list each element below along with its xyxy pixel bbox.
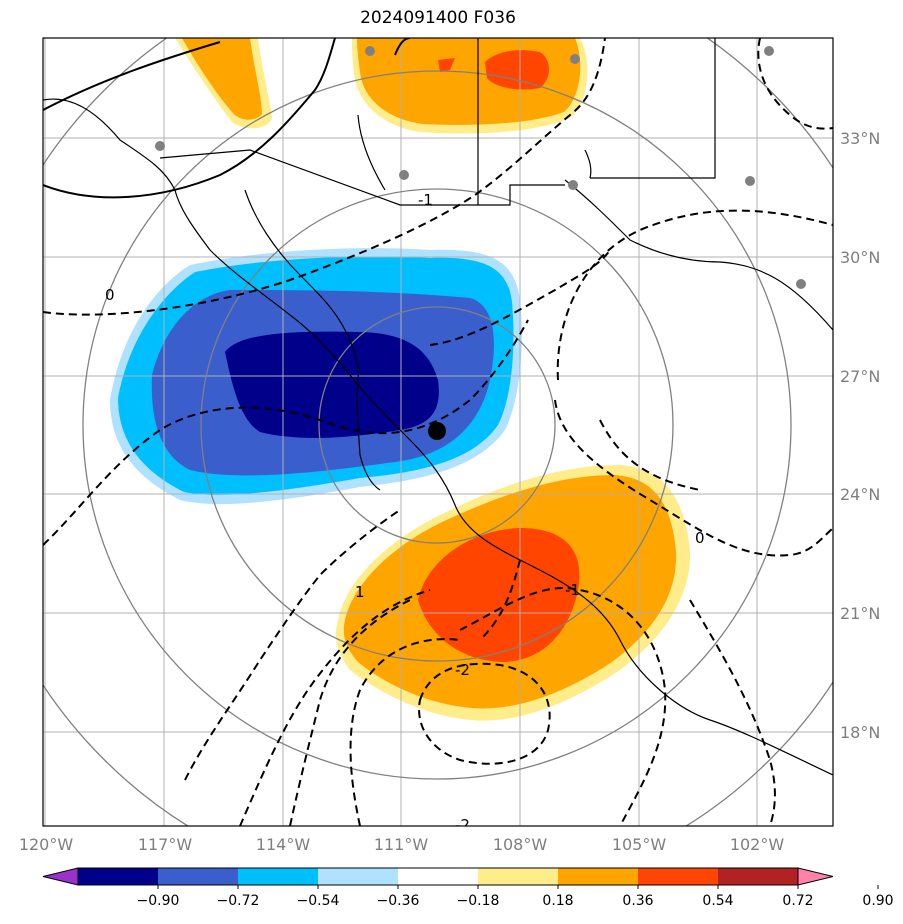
contour-label-6: -2 bbox=[455, 661, 470, 679]
colorbar-tick-label: 0.18 bbox=[542, 893, 573, 909]
lat-label-18: 18°N bbox=[840, 723, 880, 742]
lat-label-24: 24°N bbox=[840, 485, 880, 504]
station-dot bbox=[745, 176, 755, 186]
colorbar-tick-label: 0.72 bbox=[782, 893, 813, 909]
contour-label-3: 0 bbox=[105, 286, 115, 304]
lon-label-108: 108°W bbox=[493, 835, 548, 854]
lat-label-27: 27°N bbox=[840, 367, 880, 386]
colorbar-tick-label: 0.90 bbox=[862, 893, 893, 909]
station-dot bbox=[365, 46, 375, 56]
red-orange-region-south bbox=[418, 528, 580, 662]
station-dot bbox=[399, 170, 409, 180]
map-frame bbox=[42, 37, 834, 827]
contour-label-5: -1 bbox=[565, 581, 580, 599]
orange-region-northwest bbox=[182, 38, 262, 120]
colorbar-segment bbox=[318, 868, 398, 885]
colorbar-segment bbox=[158, 868, 238, 885]
lon-label-111: 111°W bbox=[374, 835, 429, 854]
contour-label-7: -2 bbox=[455, 816, 470, 834]
station-dot bbox=[764, 46, 774, 56]
colorbar-segment bbox=[238, 868, 318, 885]
colorbar-segment bbox=[718, 868, 798, 885]
lat-label-33: 33°N bbox=[840, 129, 880, 148]
lon-label-105: 105°W bbox=[612, 835, 667, 854]
station-dot bbox=[570, 54, 580, 64]
lat-label-30: 30°N bbox=[840, 248, 880, 267]
contour-label-1: -1 bbox=[418, 191, 433, 209]
colorbar-segment bbox=[78, 868, 158, 885]
colorbar-extend-low bbox=[42, 867, 79, 886]
storm-center-marker bbox=[428, 422, 446, 440]
lat-label-21: 21°N bbox=[840, 604, 880, 623]
station-dot bbox=[155, 141, 165, 151]
contour-labels: -1 0 0 1 -1 -2 -2 bbox=[105, 191, 705, 834]
colorbar-segment bbox=[398, 868, 478, 885]
colorbar-tick-label: −0.72 bbox=[217, 893, 260, 909]
contour-label-4: 1 bbox=[355, 583, 365, 601]
colorbar-segment bbox=[478, 868, 558, 885]
map-title: 2024091400 F036 bbox=[360, 8, 516, 28]
colorbar: −0.90 −0.72 −0.54 −0.36 −0.18 0.18 0.36 0.54 0.7… bbox=[42, 867, 894, 909]
red-orange-region-north-small bbox=[438, 58, 455, 72]
colorbar-segment bbox=[638, 868, 718, 885]
station-dots bbox=[155, 46, 806, 289]
colorbar-extend-high bbox=[797, 867, 834, 886]
red-orange-region-north bbox=[485, 50, 549, 90]
colorbar-tick-label: −0.54 bbox=[297, 893, 340, 909]
lon-label-114: 114°W bbox=[256, 835, 311, 854]
range-rings bbox=[43, 38, 833, 826]
lon-label-102: 102°W bbox=[730, 835, 785, 854]
colorbar-tick-label: −0.36 bbox=[377, 893, 420, 909]
colorbar-tick-label: −0.90 bbox=[137, 893, 180, 909]
dashed-contours bbox=[43, 38, 833, 826]
colorbar-border bbox=[77, 867, 799, 886]
orange-region-north bbox=[357, 38, 581, 125]
gridlines bbox=[43, 38, 833, 826]
lat-labels: 33°N 30°N 27°N 24°N 21°N 18°N bbox=[840, 129, 880, 742]
colorbar-segment bbox=[558, 868, 638, 885]
filled-contours bbox=[110, 38, 691, 721]
colorbar-tick-label: 0.54 bbox=[702, 893, 733, 909]
colorbar-tick-label: −0.18 bbox=[457, 893, 500, 909]
blue-dark-region bbox=[225, 331, 439, 438]
lon-label-120: 120°W bbox=[19, 835, 74, 854]
station-dot bbox=[568, 180, 578, 190]
map-area: -1 0 0 1 -1 -2 -2 bbox=[43, 38, 833, 834]
lon-labels: 120°W 117°W 114°W 111°W 108°W 105°W 102°… bbox=[19, 835, 785, 854]
colorbar-tick-label: 0.36 bbox=[622, 893, 653, 909]
lon-label-117: 117°W bbox=[138, 835, 193, 854]
contour-label-2: 0 bbox=[695, 529, 705, 547]
station-dot bbox=[796, 279, 806, 289]
